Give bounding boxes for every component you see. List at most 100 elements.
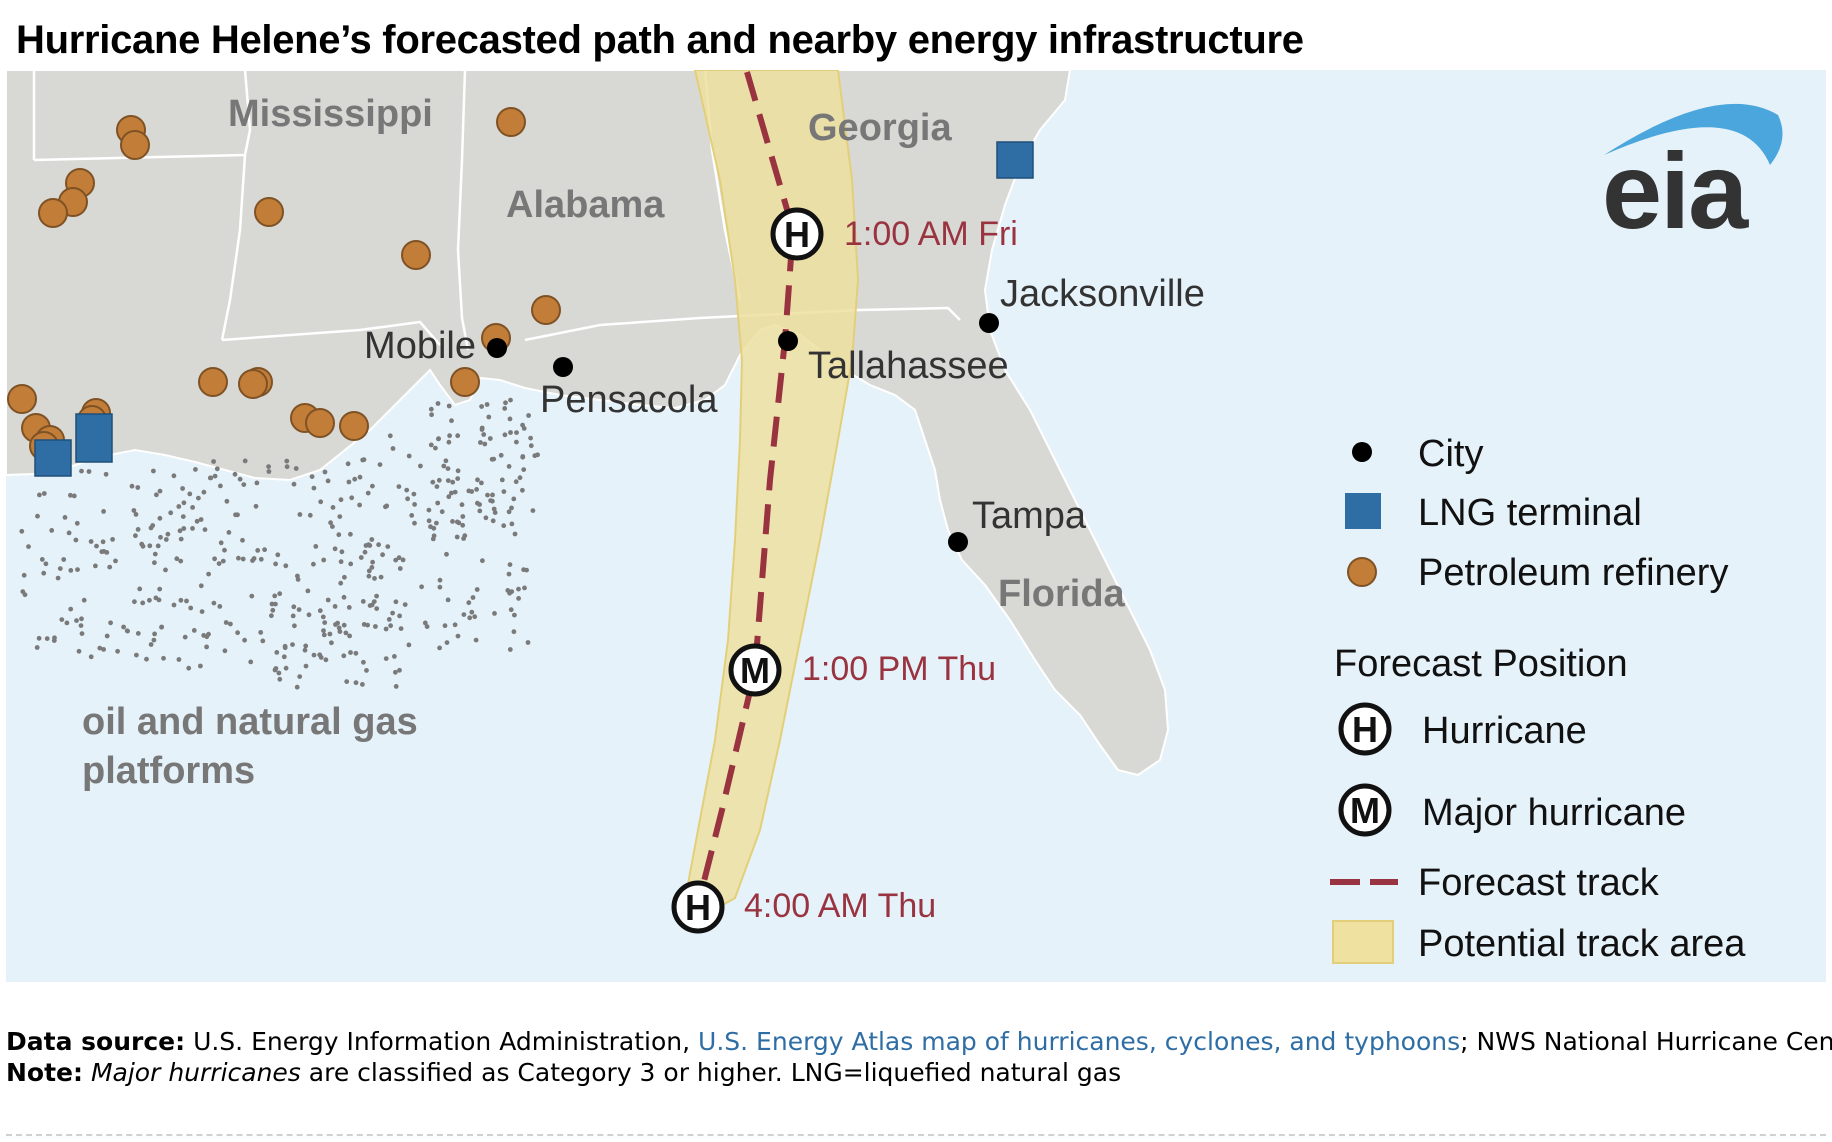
platform-dot (352, 476, 358, 482)
platform-dot (479, 404, 484, 409)
platform-dot (455, 433, 461, 439)
platform-dot (283, 563, 289, 569)
platform-dot (150, 523, 156, 528)
platform-dot (303, 643, 309, 649)
city-label-jacksonville: Jacksonville (1000, 273, 1205, 315)
data-source-text: U.S. Energy Information Administration, (193, 1027, 691, 1056)
platform-dot (336, 625, 342, 631)
platform-dot (490, 498, 495, 504)
platform-dot (36, 635, 42, 641)
platform-dot (37, 492, 42, 498)
platform-dot (329, 640, 334, 646)
platform-dot (479, 425, 485, 431)
lng-terminal-marker (34, 439, 72, 477)
platform-dot (478, 440, 483, 445)
platform-dot (262, 547, 267, 553)
platform-dot (226, 530, 232, 535)
platform-dot (346, 605, 352, 610)
platform-dot (364, 668, 369, 673)
platform-dot (469, 489, 475, 494)
platform-dot (19, 528, 25, 534)
platform-dot (224, 498, 230, 504)
state-label-florida: Florida (998, 573, 1126, 615)
platform-dot (369, 565, 375, 570)
platform-dot (397, 566, 403, 571)
platform-dot (530, 508, 536, 513)
platform-dot (358, 555, 364, 560)
platform-dot (281, 654, 287, 660)
platform-dot (342, 574, 347, 580)
platform-dot (481, 432, 487, 437)
platform-dot (176, 657, 182, 662)
platform-dot (196, 495, 201, 501)
platform-dot (140, 600, 146, 606)
platform-dot (277, 676, 283, 682)
platform-dot (22, 592, 28, 598)
platform-dot (171, 602, 177, 608)
platform-dot (373, 624, 378, 629)
legend-area-icon (1332, 920, 1394, 964)
platform-dot (338, 580, 344, 586)
platform-dot (333, 622, 338, 627)
platform-dot (418, 463, 423, 469)
platform-dot (159, 624, 165, 630)
platform-dot (385, 544, 391, 549)
platform-dot (361, 659, 366, 665)
city-label-tampa: Tampa (972, 495, 1087, 537)
platform-dot (398, 626, 404, 631)
platform-dot (135, 527, 141, 532)
platform-dot (405, 496, 410, 502)
platform-dot (255, 548, 261, 553)
platform-dot (165, 531, 171, 537)
legend-hurricane-label: Hurricane (1422, 710, 1587, 752)
platform-dot (44, 636, 50, 641)
platform-dot (387, 433, 393, 439)
energy-atlas-link[interactable]: U.S. Energy Atlas map of hurricanes, cyc… (698, 1027, 1461, 1056)
platform-dot (528, 435, 533, 441)
platform-dot (467, 615, 473, 621)
platform-dot (505, 588, 511, 593)
platform-dot (365, 490, 371, 496)
state-label-mississippi: Mississippi (228, 93, 433, 135)
platform-dot (323, 657, 329, 663)
platform-dot (470, 595, 476, 600)
platform-dot (484, 402, 490, 407)
platform-dot (492, 611, 497, 616)
oil-gas-platforms (19, 397, 540, 690)
platform-dot (43, 561, 49, 567)
platform-dot (151, 468, 156, 474)
platform-dot (242, 458, 248, 464)
legend-major-icon: M (1350, 790, 1380, 831)
platform-dot (273, 601, 278, 607)
platform-dot (104, 633, 110, 639)
platform-dot (198, 583, 204, 589)
platform-dot (309, 474, 315, 479)
platform-dot (290, 642, 295, 647)
platform-dot (424, 624, 430, 629)
platform-dot (383, 626, 389, 632)
platform-dot (290, 613, 296, 619)
platform-dot (218, 483, 223, 489)
lng-terminal-marker (996, 141, 1034, 179)
platform-dot (79, 468, 84, 474)
platform-dot (180, 514, 186, 519)
platform-dot (517, 475, 523, 481)
platform-dot (133, 512, 139, 517)
platform-dot (507, 416, 513, 422)
platform-dot (232, 471, 238, 477)
platform-dot (412, 520, 417, 526)
platform-dot (321, 632, 327, 638)
platform-dot (148, 642, 154, 647)
platform-dot (140, 543, 146, 549)
platform-dot (134, 652, 139, 658)
platform-dot (502, 406, 508, 411)
platform-dot (348, 561, 354, 567)
platform-dot (228, 621, 233, 627)
platform-dot (131, 508, 137, 513)
platform-dot (322, 469, 328, 475)
platform-dot (88, 654, 94, 660)
platform-dot (450, 519, 455, 524)
platform-dot (190, 526, 195, 531)
platform-dot (430, 536, 436, 542)
platform-dot (135, 631, 141, 636)
